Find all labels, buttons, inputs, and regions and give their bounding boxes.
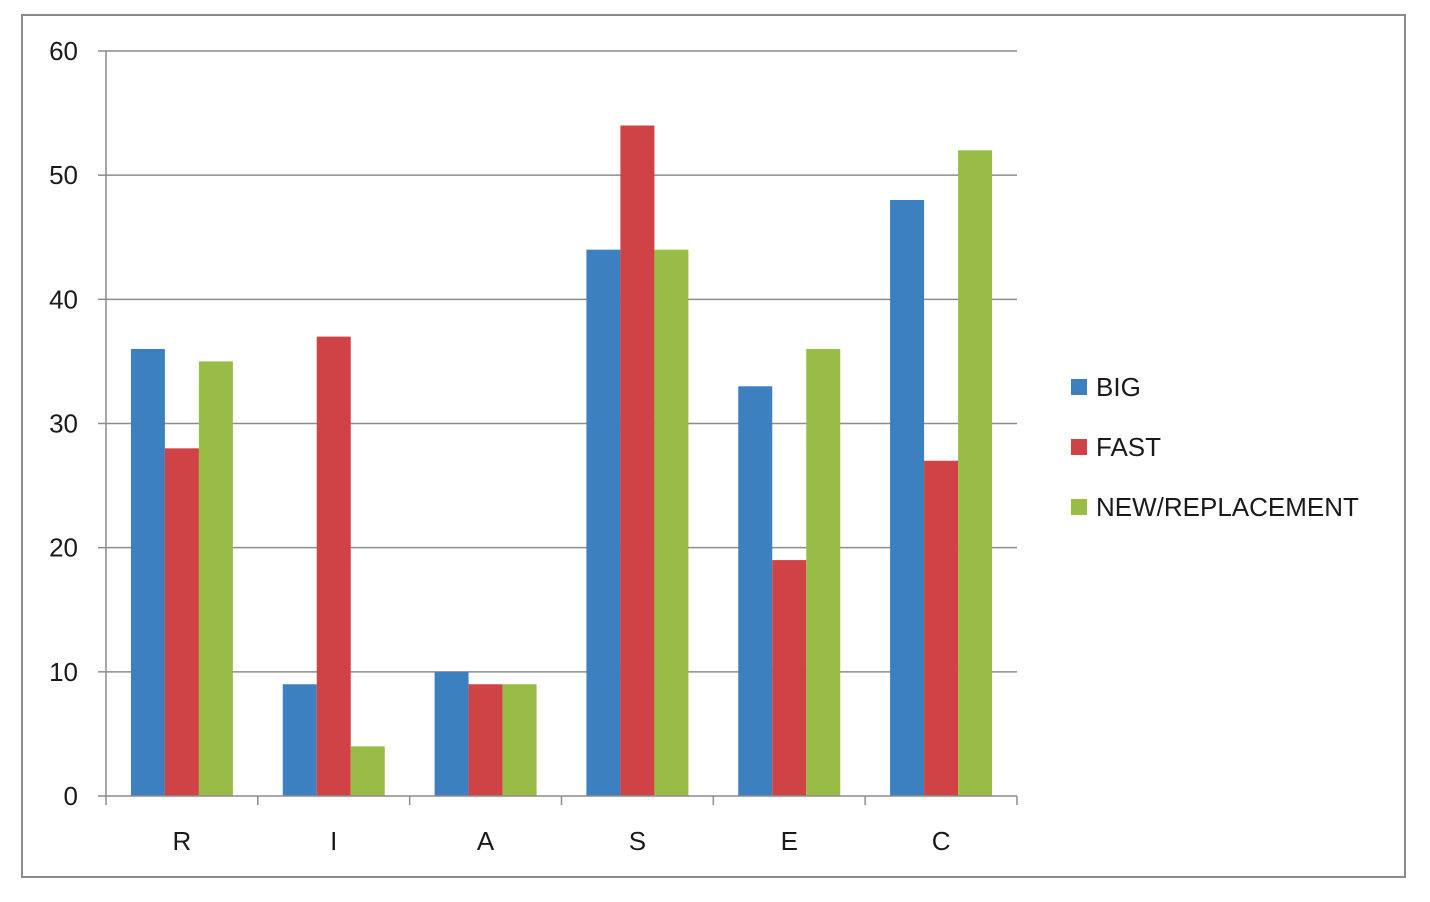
bar-fast-i [316, 336, 351, 796]
legend-swatch [1071, 379, 1087, 395]
chart-frame [21, 14, 1406, 878]
legend-label: FAST [1096, 432, 1161, 462]
bar-big-s [586, 249, 621, 796]
gridlines [106, 50, 1017, 673]
bars [130, 125, 993, 797]
x-tick-label: I [330, 826, 337, 856]
bar-big-r [130, 349, 165, 796]
bar-big-c [890, 200, 925, 796]
bar-big-e [738, 386, 773, 796]
y-tick-label: 20 [49, 533, 78, 563]
bar-new-replacement-e [806, 349, 841, 796]
x-tick-label: C [932, 826, 951, 856]
bar-new-replacement-c [958, 150, 993, 797]
y-tick-label: 40 [49, 284, 78, 314]
x-tick-label: A [477, 826, 495, 856]
y-tick-label: 10 [49, 657, 78, 687]
bar-new-replacement-s [654, 249, 689, 796]
y-tick-label: 60 [49, 36, 78, 66]
legend-label: BIG [1096, 372, 1141, 402]
bar-fast-c [924, 460, 959, 796]
bar-fast-e [772, 560, 807, 796]
x-tick-label: E [781, 826, 798, 856]
y-tick-label: 30 [49, 409, 78, 439]
bar-fast-s [620, 125, 655, 796]
bar-big-i [282, 684, 317, 796]
bar-fast-a [468, 684, 503, 796]
axes: 0 10 20 30 40 50 60 R I A S E C [49, 36, 1018, 856]
bar-new-replacement-a [502, 684, 537, 796]
bar-new-replacement-r [198, 361, 233, 796]
x-tick-label: S [629, 826, 646, 856]
legend-label: NEW/REPLACEMENT [1096, 492, 1359, 522]
y-tick-label: 0 [64, 781, 78, 811]
x-tick-label: R [173, 826, 192, 856]
y-tick-label: 50 [49, 160, 78, 190]
legend-swatch [1071, 439, 1087, 455]
bar-big-a [434, 671, 469, 796]
bar-fast-r [164, 448, 199, 796]
legend: BIG FAST NEW/REPLACEMENT [1071, 372, 1359, 522]
bar-new-replacement-i [350, 746, 385, 796]
legend-swatch [1071, 499, 1087, 515]
